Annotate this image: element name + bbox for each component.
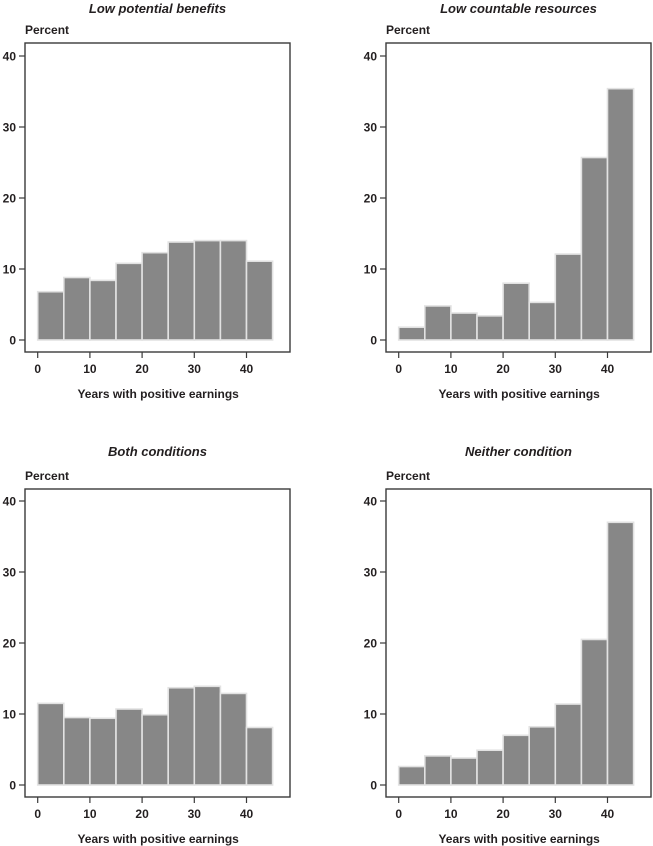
x-axis-label: Years with positive earnings bbox=[438, 832, 600, 846]
x-tick-label: 20 bbox=[496, 362, 510, 376]
histogram-bar bbox=[141, 713, 170, 786]
y-tick-label: 0 bbox=[9, 779, 16, 793]
histogram-bar bbox=[606, 87, 635, 341]
y-axis-label: Percent bbox=[25, 469, 69, 483]
histogram-bar bbox=[554, 253, 583, 341]
y-tick-label: 20 bbox=[3, 637, 17, 651]
histogram-bar bbox=[36, 290, 65, 341]
y-tick-label: 10 bbox=[364, 708, 378, 722]
x-tick-label: 40 bbox=[240, 807, 254, 821]
panel-title: Low countable resources bbox=[440, 1, 597, 16]
x-tick-label: 0 bbox=[395, 807, 402, 821]
x-tick-label: 10 bbox=[444, 807, 458, 821]
x-axis-label: Years with positive earnings bbox=[77, 832, 239, 846]
histogram-bar bbox=[528, 725, 557, 786]
histogram-bar bbox=[115, 708, 143, 786]
x-tick-label: 40 bbox=[240, 362, 254, 376]
x-tick-label: 40 bbox=[601, 362, 615, 376]
x-tick-label: 0 bbox=[34, 807, 41, 821]
histogram-bar bbox=[476, 749, 504, 786]
y-tick-label: 20 bbox=[364, 192, 378, 206]
y-tick-label: 30 bbox=[3, 121, 17, 135]
x-tick-label: 40 bbox=[601, 807, 615, 821]
y-tick-label: 0 bbox=[370, 334, 377, 348]
y-tick-label: 20 bbox=[364, 637, 378, 651]
y-axis-label: Percent bbox=[386, 23, 430, 37]
x-tick-label: 0 bbox=[395, 362, 402, 376]
histogram-bar bbox=[193, 239, 222, 341]
histogram-bar bbox=[580, 156, 609, 341]
histogram-bar bbox=[245, 260, 274, 341]
x-tick-label: 20 bbox=[135, 362, 149, 376]
x-tick-label: 20 bbox=[135, 807, 149, 821]
y-tick-label: 0 bbox=[9, 334, 16, 348]
y-tick-label: 40 bbox=[364, 495, 378, 509]
histogram-bar bbox=[219, 239, 248, 341]
histogram-bar bbox=[450, 757, 478, 786]
histogram-bar bbox=[245, 726, 274, 786]
histogram-bar bbox=[397, 326, 426, 341]
panel-title: Low potential benefits bbox=[89, 1, 226, 16]
histogram-bar bbox=[423, 305, 452, 341]
histogram-bar bbox=[141, 251, 170, 341]
histogram-bar bbox=[62, 276, 91, 341]
histogram-bar bbox=[62, 716, 91, 786]
x-axis-label: Years with positive earnings bbox=[77, 387, 239, 401]
y-tick-label: 20 bbox=[3, 192, 17, 206]
y-tick-label: 30 bbox=[364, 566, 378, 580]
panel-title: Both conditions bbox=[108, 444, 207, 459]
panel-both-conditions: Both conditions Percent 0 10 20 30 40 0 10 20 30 40… bbox=[3, 444, 291, 846]
y-tick-label: 10 bbox=[3, 263, 17, 277]
histogram-bar bbox=[476, 315, 504, 341]
panel-neither-condition: Neither condition Percent 0 10 20 30 40 0 10 20 30… bbox=[364, 444, 652, 846]
y-tick-label: 40 bbox=[3, 50, 17, 64]
histogram-bar bbox=[219, 692, 248, 786]
x-tick-label: 10 bbox=[83, 362, 97, 376]
x-tick-label: 10 bbox=[83, 807, 97, 821]
x-tick-label: 10 bbox=[444, 362, 458, 376]
histogram-bar bbox=[554, 703, 583, 786]
histogram-bar bbox=[193, 685, 222, 786]
x-tick-label: 30 bbox=[188, 362, 202, 376]
x-tick-label: 30 bbox=[549, 362, 563, 376]
histogram-bar bbox=[580, 638, 609, 786]
x-tick-label: 30 bbox=[549, 807, 563, 821]
x-tick-label: 30 bbox=[188, 807, 202, 821]
histogram-bar bbox=[89, 279, 117, 341]
histogram-bar bbox=[528, 301, 557, 341]
histogram-bar bbox=[89, 717, 117, 786]
histogram-bar bbox=[36, 702, 65, 786]
y-tick-label: 10 bbox=[3, 708, 17, 722]
y-axis-label: Percent bbox=[25, 23, 69, 37]
y-tick-label: 40 bbox=[364, 50, 378, 64]
y-axis-label: Percent bbox=[386, 469, 430, 483]
y-tick-label: 10 bbox=[364, 263, 378, 277]
x-tick-label: 20 bbox=[496, 807, 510, 821]
histogram-bar bbox=[502, 734, 531, 786]
panel-low-potential-benefits: Low potential benefits Percent 0 10 20 30 40 0 1… bbox=[3, 1, 291, 401]
y-tick-label: 0 bbox=[370, 779, 377, 793]
y-tick-label: 30 bbox=[3, 566, 17, 580]
histogram-bar bbox=[167, 686, 196, 786]
x-tick-label: 0 bbox=[34, 362, 41, 376]
histogram-bar bbox=[167, 241, 196, 341]
y-tick-label: 30 bbox=[364, 121, 378, 135]
histogram-bar bbox=[606, 521, 635, 786]
panel-title: Neither condition bbox=[465, 444, 572, 459]
x-axis-label: Years with positive earnings bbox=[438, 387, 600, 401]
histogram-bar bbox=[502, 282, 531, 341]
histogram-bar bbox=[423, 755, 452, 786]
histogram-bar bbox=[115, 262, 143, 341]
histogram-bar bbox=[450, 312, 478, 341]
histogram-bar bbox=[397, 765, 426, 786]
y-tick-label: 40 bbox=[3, 495, 17, 509]
panel-low-countable-resources: Low countable resources Percent 0 10 20 30 40 0… bbox=[364, 1, 652, 401]
